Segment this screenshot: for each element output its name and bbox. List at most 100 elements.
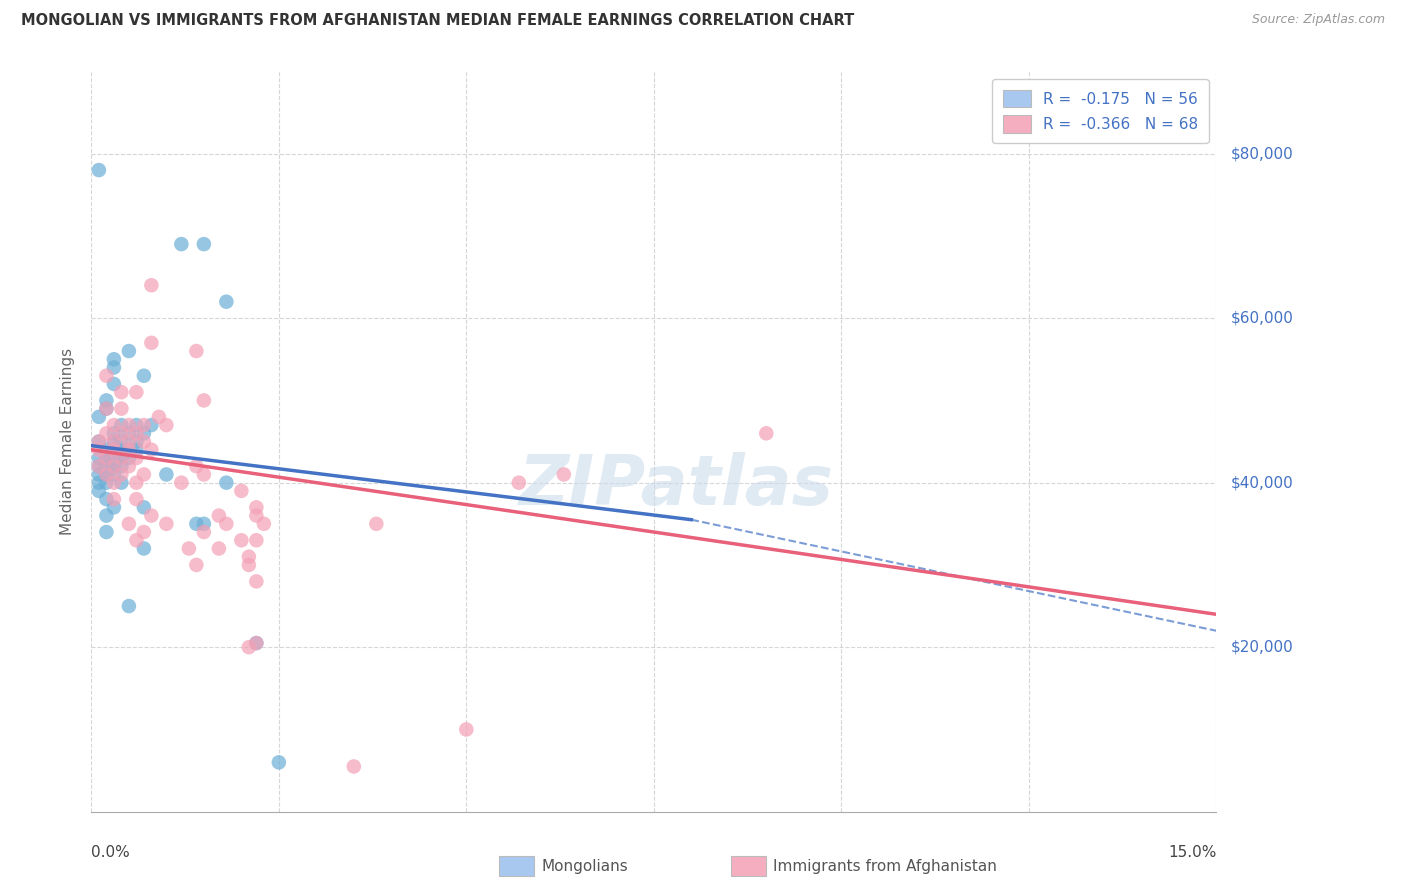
Point bbox=[132, 524, 155, 539]
Point bbox=[87, 163, 110, 178]
Point bbox=[553, 467, 575, 482]
Point bbox=[118, 426, 141, 441]
Point bbox=[96, 368, 118, 383]
Point bbox=[96, 492, 118, 507]
Point bbox=[215, 516, 238, 531]
Point bbox=[87, 459, 110, 474]
Point bbox=[193, 524, 215, 539]
Point bbox=[96, 524, 118, 539]
Text: 0.0%: 0.0% bbox=[91, 845, 131, 860]
Point bbox=[132, 426, 155, 441]
Point bbox=[87, 483, 110, 498]
Point bbox=[125, 492, 148, 507]
Point bbox=[118, 599, 141, 613]
Point bbox=[125, 385, 148, 400]
Text: $20,000: $20,000 bbox=[1230, 640, 1294, 655]
Point bbox=[103, 459, 125, 474]
Point bbox=[118, 418, 141, 433]
Point bbox=[103, 352, 125, 367]
Text: 15.0%: 15.0% bbox=[1168, 845, 1216, 860]
Point bbox=[103, 450, 125, 465]
Point bbox=[110, 450, 132, 465]
Point bbox=[245, 574, 267, 589]
Point bbox=[343, 759, 366, 773]
Point bbox=[141, 335, 163, 350]
Text: $80,000: $80,000 bbox=[1230, 146, 1294, 161]
Point bbox=[96, 475, 118, 490]
Point bbox=[96, 467, 118, 482]
Point bbox=[103, 492, 125, 507]
Point bbox=[87, 467, 110, 482]
Point bbox=[132, 418, 155, 433]
Point bbox=[208, 508, 231, 523]
Point bbox=[87, 450, 110, 465]
Text: Mongolians: Mongolians bbox=[541, 859, 628, 873]
Point bbox=[193, 516, 215, 531]
Point bbox=[118, 450, 141, 465]
Point bbox=[118, 442, 141, 457]
Point bbox=[110, 450, 132, 465]
Point bbox=[96, 467, 118, 482]
Point bbox=[148, 409, 170, 424]
Point bbox=[110, 401, 132, 416]
Point bbox=[87, 475, 110, 490]
Text: $40,000: $40,000 bbox=[1230, 475, 1294, 491]
Point bbox=[118, 434, 141, 449]
Point bbox=[103, 434, 125, 449]
Point bbox=[87, 442, 110, 457]
Point bbox=[245, 636, 267, 650]
Legend: R =  -0.175   N = 56, R =  -0.366   N = 68: R = -0.175 N = 56, R = -0.366 N = 68 bbox=[993, 79, 1209, 144]
Point bbox=[103, 442, 125, 457]
Point bbox=[96, 401, 118, 416]
Text: MONGOLIAN VS IMMIGRANTS FROM AFGHANISTAN MEDIAN FEMALE EARNINGS CORRELATION CHAR: MONGOLIAN VS IMMIGRANTS FROM AFGHANISTAN… bbox=[21, 13, 855, 29]
Point bbox=[186, 459, 208, 474]
Point bbox=[238, 640, 260, 655]
Point bbox=[231, 533, 253, 548]
Point bbox=[186, 558, 208, 572]
Point bbox=[125, 426, 148, 441]
Point bbox=[245, 636, 267, 650]
Point bbox=[110, 385, 132, 400]
Text: Immigrants from Afghanistan: Immigrants from Afghanistan bbox=[773, 859, 997, 873]
Point bbox=[103, 475, 125, 490]
Point bbox=[87, 434, 110, 449]
Point bbox=[132, 434, 155, 449]
Point bbox=[96, 426, 118, 441]
Point bbox=[118, 442, 141, 457]
Point bbox=[87, 434, 110, 449]
Point bbox=[238, 549, 260, 564]
Point bbox=[141, 508, 163, 523]
Point bbox=[96, 442, 118, 457]
Point bbox=[110, 459, 132, 474]
Text: $60,000: $60,000 bbox=[1230, 310, 1294, 326]
Point bbox=[103, 500, 125, 515]
Point bbox=[103, 467, 125, 482]
Text: ZIPatlas: ZIPatlas bbox=[519, 452, 834, 519]
Point bbox=[508, 475, 530, 490]
Point bbox=[141, 442, 163, 457]
Point bbox=[238, 558, 260, 572]
Point bbox=[155, 418, 177, 433]
Point bbox=[96, 450, 118, 465]
Point bbox=[110, 418, 132, 433]
Point bbox=[125, 475, 148, 490]
Point bbox=[103, 434, 125, 449]
Point bbox=[96, 459, 118, 474]
Point bbox=[177, 541, 200, 556]
Point bbox=[193, 393, 215, 408]
Point bbox=[141, 418, 163, 433]
Point bbox=[96, 508, 118, 523]
Point bbox=[96, 393, 118, 408]
Point bbox=[103, 459, 125, 474]
Point bbox=[186, 516, 208, 531]
Point bbox=[245, 533, 267, 548]
Point bbox=[132, 368, 155, 383]
Point bbox=[755, 426, 778, 441]
Point bbox=[125, 442, 148, 457]
Point bbox=[118, 344, 141, 359]
Point bbox=[125, 533, 148, 548]
Point bbox=[253, 516, 276, 531]
Point bbox=[103, 426, 125, 441]
Point bbox=[366, 516, 388, 531]
Point bbox=[155, 467, 177, 482]
